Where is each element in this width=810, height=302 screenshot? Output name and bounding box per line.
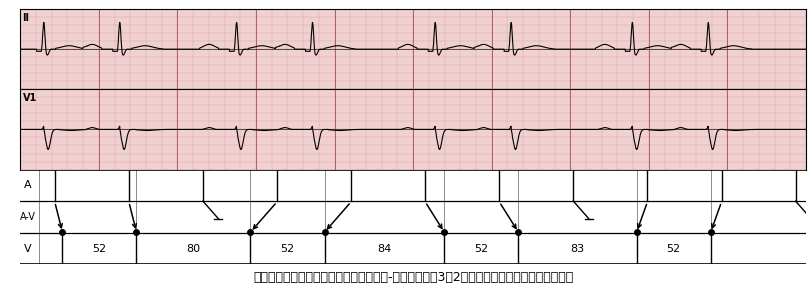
Text: II: II xyxy=(23,13,30,23)
Text: 52: 52 xyxy=(280,244,295,254)
Text: 52: 52 xyxy=(667,244,680,254)
Text: 83: 83 xyxy=(570,244,585,254)
Text: 80: 80 xyxy=(186,244,201,254)
Text: 52: 52 xyxy=(92,244,107,254)
Text: V: V xyxy=(24,244,32,254)
Text: A-V: A-V xyxy=(20,212,36,222)
Text: V1: V1 xyxy=(23,93,37,103)
Text: 84: 84 xyxy=(377,244,391,254)
Text: 52: 52 xyxy=(474,244,488,254)
Text: 房性心动过速、房室交接性心动过速伴异-肌交接区传出3：2文氏现象、等频性干扰性房室分离: 房性心动过速、房室交接性心动过速伴异-肌交接区传出3：2文氏现象、等频性干扰性房… xyxy=(253,271,573,284)
Text: A: A xyxy=(24,180,32,190)
